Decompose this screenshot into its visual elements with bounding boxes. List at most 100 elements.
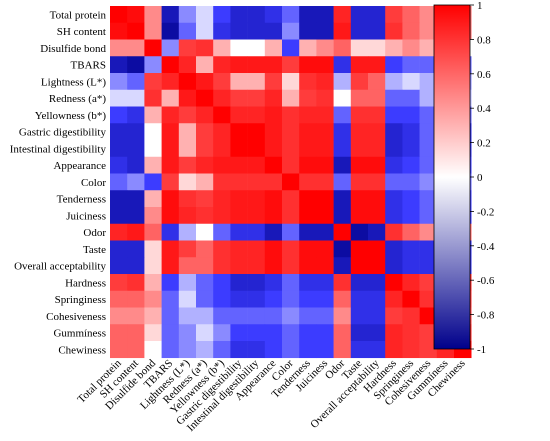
heatmap-cell bbox=[316, 56, 334, 74]
heatmap-cell bbox=[333, 56, 352, 74]
heatmap-cell bbox=[161, 39, 180, 57]
heatmap-cell bbox=[161, 257, 180, 275]
heatmap-cell bbox=[264, 257, 283, 275]
heatmap-cell bbox=[402, 56, 420, 74]
heatmap-cell bbox=[230, 307, 248, 325]
heatmap-cell bbox=[247, 223, 266, 241]
heatmap-cell bbox=[144, 190, 162, 208]
heatmap-cell bbox=[350, 173, 369, 191]
heatmap-cell bbox=[213, 106, 231, 124]
heatmap-cell bbox=[213, 6, 231, 24]
colorbar-tick-label: 0.2 bbox=[477, 138, 491, 150]
heatmap-cell bbox=[144, 39, 162, 57]
heatmap-cell bbox=[178, 257, 197, 275]
heatmap-cell bbox=[110, 173, 128, 191]
heatmap-cell bbox=[299, 223, 317, 241]
heatmap-cell bbox=[333, 324, 352, 342]
y-tick-label: Odor bbox=[83, 227, 106, 239]
heatmap-cell bbox=[385, 173, 403, 191]
heatmap-cell bbox=[333, 290, 352, 308]
heatmap-cell bbox=[161, 89, 180, 107]
heatmap-cell bbox=[350, 22, 369, 40]
heatmap-cell bbox=[282, 73, 300, 91]
heatmap-cell bbox=[316, 73, 334, 91]
heatmap-cell bbox=[333, 240, 352, 258]
heatmap-cell bbox=[282, 123, 300, 141]
heatmap-cell bbox=[299, 240, 317, 258]
heatmap-cell bbox=[213, 73, 231, 91]
heatmap-cell bbox=[402, 106, 420, 124]
heatmap-cell bbox=[264, 106, 283, 124]
heatmap-cell bbox=[127, 89, 145, 107]
heatmap-cell bbox=[402, 207, 420, 225]
heatmap-cell bbox=[316, 240, 334, 258]
heatmap-cell bbox=[264, 173, 283, 191]
heatmap-cell bbox=[299, 56, 317, 74]
heatmap-cell bbox=[161, 140, 180, 158]
heatmap-cell bbox=[196, 106, 214, 124]
heatmap-cell bbox=[230, 324, 248, 342]
heatmap-cell bbox=[247, 274, 266, 292]
heatmap-cell bbox=[196, 73, 214, 91]
heatmap-cell bbox=[316, 190, 334, 208]
heatmap-cell bbox=[144, 22, 162, 40]
heatmap-cell bbox=[350, 39, 369, 57]
heatmap-cell bbox=[264, 89, 283, 107]
heatmap-cell bbox=[350, 73, 369, 91]
heatmap-cell bbox=[127, 240, 145, 258]
heatmap-cell bbox=[419, 341, 438, 359]
heatmap-cell bbox=[368, 341, 386, 359]
heatmap-cell bbox=[385, 274, 403, 292]
heatmap-cell bbox=[282, 307, 300, 325]
heatmap-cell bbox=[299, 307, 317, 325]
y-tick-label: Springiness bbox=[55, 294, 106, 306]
heatmap-cell bbox=[178, 190, 197, 208]
heatmap-cell bbox=[282, 22, 300, 40]
heatmap-cell bbox=[196, 190, 214, 208]
heatmap-cell bbox=[196, 89, 214, 107]
y-tick-label: Tenderness bbox=[57, 194, 106, 206]
heatmap-cell bbox=[419, 290, 438, 308]
y-tick-label: Color bbox=[81, 177, 106, 189]
heatmap-cell bbox=[110, 207, 128, 225]
heatmap-cell bbox=[127, 140, 145, 158]
heatmap-cell bbox=[385, 207, 403, 225]
heatmap-cell bbox=[213, 140, 231, 158]
heatmap-cell bbox=[299, 324, 317, 342]
heatmap-cell bbox=[110, 39, 128, 57]
heatmap-cell bbox=[385, 257, 403, 275]
heatmap-cell bbox=[385, 156, 403, 174]
heatmap-cell bbox=[333, 39, 352, 57]
heatmap-cell bbox=[333, 307, 352, 325]
heatmap-cell bbox=[144, 274, 162, 292]
heatmap-cell bbox=[161, 307, 180, 325]
heatmap-cell bbox=[402, 39, 420, 57]
heatmap-cell bbox=[247, 106, 266, 124]
heatmap-cell bbox=[350, 324, 369, 342]
heatmap-cell bbox=[247, 56, 266, 74]
heatmap-cell bbox=[368, 207, 386, 225]
heatmap-cell bbox=[127, 156, 145, 174]
heatmap-cell bbox=[144, 257, 162, 275]
heatmap-cell bbox=[213, 173, 231, 191]
heatmap-cell bbox=[247, 6, 266, 24]
heatmap-cell bbox=[333, 274, 352, 292]
heatmap-cell bbox=[144, 341, 162, 359]
heatmap-cell bbox=[368, 106, 386, 124]
heatmap-cell bbox=[368, 307, 386, 325]
heatmap-cell bbox=[282, 6, 300, 24]
heatmap-cell bbox=[264, 274, 283, 292]
heatmap-cell bbox=[402, 190, 420, 208]
heatmap-cell bbox=[144, 240, 162, 258]
heatmap-cell bbox=[161, 207, 180, 225]
heatmap-cell bbox=[350, 89, 369, 107]
colorbar-tick-label: -1 bbox=[477, 344, 486, 356]
heatmap-cell bbox=[213, 307, 231, 325]
heatmap-cell bbox=[230, 156, 248, 174]
heatmap-cell bbox=[299, 274, 317, 292]
heatmap-cell bbox=[213, 274, 231, 292]
heatmap-cell bbox=[368, 173, 386, 191]
heatmap-cell bbox=[127, 290, 145, 308]
heatmap-cell bbox=[230, 22, 248, 40]
